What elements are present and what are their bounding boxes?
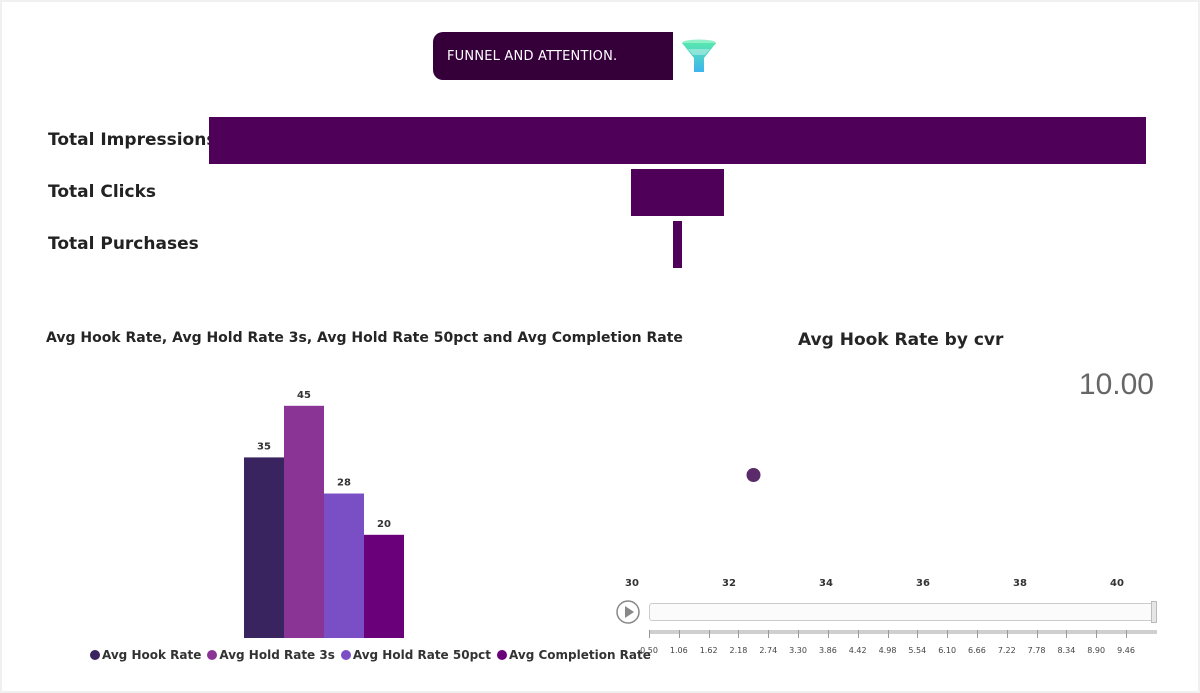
play-axis-tick-label: 6.66 — [968, 646, 986, 655]
play-axis-tick-mark — [857, 630, 859, 638]
legend-label: Avg Completion Rate — [509, 648, 651, 662]
play-axis-tick-label: 9.46 — [1117, 646, 1135, 655]
legend-item[interactable]: Avg Hold Rate 50pct — [340, 648, 492, 662]
x-tick-label: 32 — [722, 578, 736, 589]
report-title: FUNNEL AND ATTENTION. — [447, 48, 618, 64]
play-axis-tick-mark — [1096, 630, 1098, 638]
current-value-display: 10.00 — [1078, 368, 1154, 401]
play-icon — [625, 606, 634, 618]
legend-item[interactable]: Avg Hold Rate 3s — [207, 648, 335, 662]
legend-item[interactable]: Avg Completion Rate — [497, 648, 651, 662]
x-tick-label: 40 — [1110, 578, 1124, 589]
play-axis-handle[interactable] — [1151, 601, 1157, 623]
play-axis-tick-mark — [1126, 630, 1127, 638]
bar[interactable] — [364, 534, 404, 638]
play-axis-tick-label: 2.18 — [729, 646, 748, 655]
play-axis-tick-label: 1.06 — [669, 646, 688, 655]
bar-data-label: 28 — [337, 478, 351, 489]
legend-dot-icon — [497, 650, 508, 660]
play-axis-tick-label: 4.98 — [878, 646, 897, 655]
funnel-label: Total Impressions — [48, 130, 217, 150]
play-axis-tick-label: 2.74 — [759, 646, 778, 655]
funnel-bar[interactable] — [630, 169, 725, 216]
bar-data-label: 20 — [377, 519, 391, 530]
play-axis-tick-mark — [649, 630, 650, 638]
play-axis-tick-label: 3.86 — [818, 646, 837, 655]
bar-data-label: 45 — [297, 390, 311, 401]
play-axis-tick-label: 3.30 — [789, 646, 807, 655]
legend-dot-icon — [207, 650, 218, 660]
bar-data-label: 35 — [257, 441, 271, 452]
x-tick-label: 36 — [916, 578, 930, 589]
bar[interactable] — [244, 457, 284, 638]
funnel-label: Total Purchases — [48, 234, 199, 254]
play-axis-tick-mark — [1006, 630, 1008, 638]
funnel-bar[interactable] — [209, 117, 1146, 164]
play-axis-track[interactable] — [649, 603, 1157, 621]
play-axis-tick-mark — [917, 630, 919, 638]
legend-dot-icon — [90, 650, 100, 660]
scatter-chart-title: Avg Hook Rate by cvr — [798, 330, 1004, 350]
play-axis-tick-label: 7.22 — [997, 646, 1016, 655]
play-axis-tick-mark — [1036, 630, 1038, 638]
play-axis-tick-mark — [798, 630, 800, 638]
bar[interactable] — [324, 493, 364, 638]
legend-dot-icon — [340, 650, 351, 660]
funnel-icon — [682, 39, 716, 72]
legend-label: Avg Hold Rate 50pct — [352, 648, 492, 662]
bar-chart: 35 45 28 20 — [244, 390, 404, 638]
x-tick-label: 38 — [1013, 578, 1027, 589]
scatter-point[interactable] — [746, 468, 761, 482]
play-axis-rail — [649, 630, 1157, 634]
scatter-chart — [746, 468, 761, 482]
report-title-box: FUNNEL AND ATTENTION. — [433, 32, 673, 80]
legend-label: Avg Hold Rate 3s — [219, 648, 335, 662]
legend-label: Avg Hook Rate — [102, 648, 202, 662]
bar[interactable] — [284, 405, 324, 638]
play-axis-tick-mark — [976, 630, 978, 638]
play-axis-tick-label: 4.42 — [848, 646, 867, 655]
funnel-bar[interactable] — [672, 221, 683, 268]
bar-chart-title: Avg Hook Rate, Avg Hold Rate 3s, Avg Hol… — [46, 330, 683, 346]
play-axis-tick-label: 5.54 — [908, 646, 927, 655]
funnel-label: Total Clicks — [48, 182, 156, 202]
play-axis-tick-mark — [1066, 630, 1068, 638]
bar-chart-legend: Avg Hook Rate Avg Hold Rate 3s Avg Hold Ra… — [90, 648, 651, 662]
play-axis-tick-label: 8.90 — [1087, 646, 1106, 655]
play-axis-tick-mark — [887, 630, 889, 638]
play-axis-tick-mark — [768, 630, 770, 638]
play-axis-tick-label: 8.34 — [1057, 646, 1076, 655]
play-axis-tick-mark — [827, 630, 829, 638]
play-axis-tick-label: 1.62 — [699, 646, 718, 655]
play-button[interactable] — [615, 598, 645, 628]
play-axis-tick-mark — [947, 630, 949, 638]
legend-item[interactable]: Avg Hook Rate — [90, 648, 201, 662]
x-tick-label: 30 — [625, 578, 639, 589]
play-axis-tick-mark — [708, 630, 710, 638]
play-axis-tick-mark — [678, 630, 680, 638]
play-axis-tick-mark — [738, 630, 740, 638]
play-axis-tick-label: 7.78 — [1027, 646, 1046, 655]
play-axis-tick-label: 6.10 — [938, 646, 957, 655]
x-tick-label: 34 — [819, 578, 833, 589]
play-axis-tick-label: 0.50 — [640, 646, 658, 655]
